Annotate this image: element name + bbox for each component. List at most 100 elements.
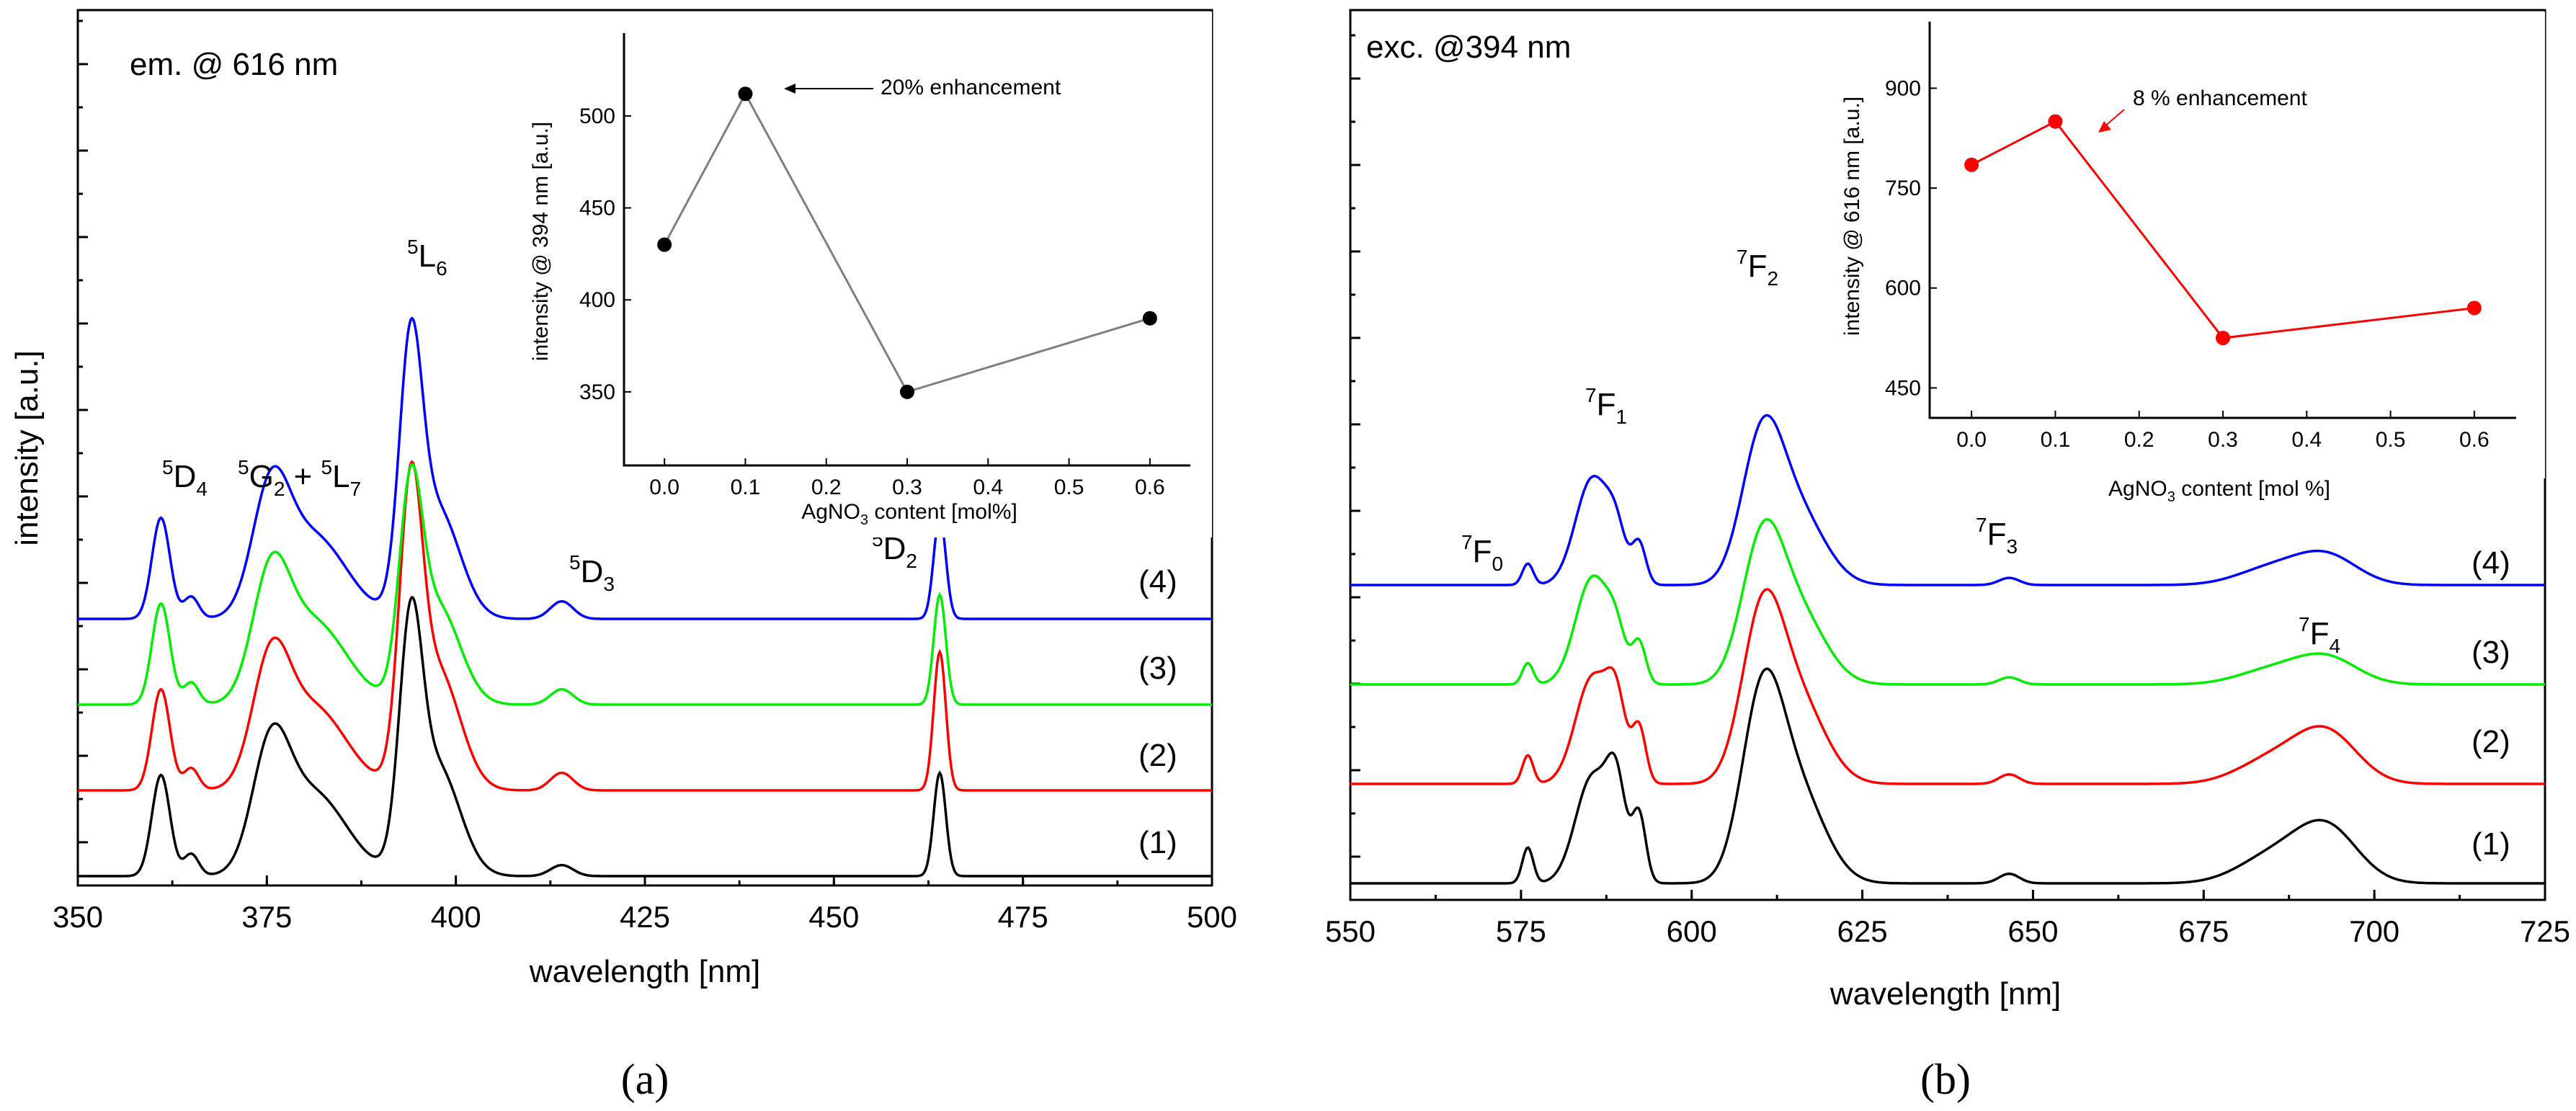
inset-line	[1971, 120, 2475, 339]
panel-b-series-label-4: (4)	[2472, 545, 2510, 581]
x-tick-label: 575	[1496, 914, 1546, 948]
x-tick-label: 675	[2178, 914, 2229, 948]
panel-b-peak-label-7F1: 7F1	[1585, 384, 1627, 428]
panel-a-peak-label-5L6: 5L6	[407, 236, 447, 280]
x-tick-label: 400	[431, 900, 481, 934]
panel-b-y-ticks	[1350, 34, 1360, 858]
panel-b-series-label-3: (3)	[2472, 635, 2510, 670]
panel-b-inset-ticks: 0.0 0.1 0.2 0.3 0.4 0.5 0.6 450 600 750 900	[1885, 76, 2490, 452]
panel-b-peak-label-7F3: 7F3	[1976, 514, 2018, 558]
panel-b-peak-label-7F0: 7F0	[1461, 531, 1503, 575]
panel-a-inset: 0.0 0.1 0.2 0.3 0.4 0.5 0.6 350 400 450 500 20% en…	[529, 12, 1212, 537]
inset-x-tick-label: 0.6	[2459, 428, 2490, 452]
panel-b-inset: 0.0 0.1 0.2 0.3 0.4 0.5 0.6 450 600 750 900 8 % en…	[1840, 12, 2545, 505]
panel-b-peak-label-7F4: 7F4	[2299, 613, 2340, 657]
inset-line	[663, 92, 1151, 393]
inset-x-tick-label: 0.4	[2291, 428, 2322, 452]
panel-a-series-label-1: (1)	[1138, 825, 1177, 860]
series-line	[1350, 667, 2545, 885]
panel-b-series-label-2: (2)	[2472, 724, 2510, 759]
x-tick-label: 625	[1837, 914, 1888, 948]
inset-point	[738, 86, 753, 102]
panel-b-inset-marks	[1964, 114, 2482, 346]
panel-a-series-label-2: (2)	[1138, 738, 1177, 773]
inset-point	[657, 237, 672, 252]
panel-a-inset-annotation-arrowhead	[784, 84, 795, 94]
x-tick-label: 600	[1667, 914, 1717, 948]
inset-x-tick-label: 0.3	[892, 476, 922, 499]
panel-a-x-axis-label: wavelength [nm]	[529, 954, 760, 989]
inset-x-tick-label: 0.2	[2124, 428, 2154, 452]
inset-x-tick-label: 0.1	[731, 476, 761, 499]
panel-a-condition: em. @ 616 nm	[130, 47, 338, 82]
panel-b-inset-y-label: intensity @ 616 nm [a.u.]	[1840, 97, 1864, 336]
panel-a-inset-ticks: 0.0 0.1 0.2 0.3 0.4 0.5 0.6 350 400 450 500	[579, 104, 1165, 499]
panel-b-inset-frame	[1931, 12, 2545, 478]
inset-y-tick-label: 450	[1885, 376, 1921, 400]
panel-b-peak-label-7F2: 7F2	[1737, 246, 1778, 290]
panel-b-inset-annotation: 8 % enhancement	[2133, 86, 2307, 110]
x-tick-label: 475	[998, 900, 1048, 934]
x-tick-label: 550	[1325, 914, 1376, 948]
inset-x-tick-label: 0.1	[2041, 428, 2071, 452]
inset-x-tick-label: 0.5	[1054, 476, 1084, 499]
inset-x-tick-label: 0.3	[2208, 428, 2238, 452]
panel-a-peak-label-5D4: 5D4	[162, 456, 208, 500]
x-tick-label: 700	[2349, 914, 2399, 948]
panel-b-caption: (b)	[1920, 1056, 1971, 1103]
panel-b: 550 575 600 625 650 675 700 725 exc. @394 nm 7F…	[1325, 9, 2570, 1103]
panel-a-caption: (a)	[621, 1056, 669, 1103]
inset-x-tick-label: 0.0	[1956, 428, 1987, 452]
x-tick-label: 350	[53, 900, 103, 934]
inset-y-tick-label: 900	[1885, 76, 1921, 100]
inset-y-tick-label: 600	[1885, 277, 1921, 300]
panel-a-peak-label-5D3: 5D3	[569, 551, 615, 595]
x-tick-label: 425	[620, 900, 670, 934]
panel-a-y-axis-label: intensity [a.u.]	[9, 350, 45, 545]
inset-point	[900, 384, 914, 399]
x-tick-label: 650	[2007, 914, 2058, 948]
panel-a-inset-marks	[657, 86, 1157, 399]
panel-b-inset-x-label: AgNO3 content [mol %]	[2108, 477, 2330, 505]
panel-b-inset-axes	[1928, 22, 2516, 419]
series-line	[1350, 518, 2545, 686]
panel-a-peak-label-5G2-5L7: 5G2 + 5L7	[238, 456, 361, 500]
panel-a-inset-annotation: 20% enhancement	[881, 76, 1061, 99]
panel-b-inset-annotation-arrow	[2103, 109, 2125, 128]
panel-b-x-axis-label: wavelength [nm]	[1830, 976, 2061, 1012]
inset-point	[2048, 114, 2063, 129]
panel-a-inset-axes	[623, 33, 1190, 467]
panel-a-series-label-4: (4)	[1138, 564, 1177, 599]
panel-b-series-label-1: (1)	[2472, 826, 2510, 862]
inset-x-tick-label: 0.2	[811, 476, 842, 499]
inset-y-tick-label: 500	[579, 104, 615, 128]
panel-a-x-ticks: 350 375 400 425 450 475 500	[53, 875, 1237, 934]
series-line	[78, 595, 1212, 878]
inset-point	[2216, 331, 2230, 346]
inset-point	[1964, 157, 1979, 172]
panel-a-inset-frame	[620, 12, 1212, 537]
panel-a-series-label-3: (3)	[1138, 651, 1177, 686]
inset-y-tick-label: 750	[1885, 177, 1921, 200]
series-line	[78, 463, 1212, 706]
x-tick-label: 500	[1187, 900, 1237, 934]
inset-x-tick-label: 0.0	[649, 476, 679, 499]
panel-a-inset-x-label: AgNO3 content [mol%]	[801, 500, 1017, 528]
series-line	[78, 316, 1212, 620]
panel-a: 350 375 400 425 450 475 500 em. @ 616 nm 5D4 5…	[9, 9, 1237, 1103]
panel-b-curves	[1350, 414, 2545, 885]
panel-a-curves	[78, 316, 1212, 878]
series-line	[78, 460, 1212, 792]
panel-b-inset-annotation-arrowhead	[2098, 121, 2111, 133]
x-tick-label: 450	[808, 900, 859, 934]
panel-a-inset-y-label: intensity @ 394 nm [a.u.]	[529, 122, 553, 361]
inset-y-tick-label: 400	[579, 288, 615, 312]
inset-y-tick-label: 350	[579, 380, 615, 404]
inset-x-tick-label: 0.4	[973, 476, 1003, 499]
x-tick-label: 725	[2520, 914, 2570, 948]
inset-x-tick-label: 0.6	[1135, 476, 1165, 499]
panel-a-y-ticks	[78, 19, 88, 844]
inset-y-tick-label: 450	[579, 197, 615, 220]
panel-b-x-ticks: 550 575 600 625 650 675 700 725	[1325, 890, 2570, 948]
